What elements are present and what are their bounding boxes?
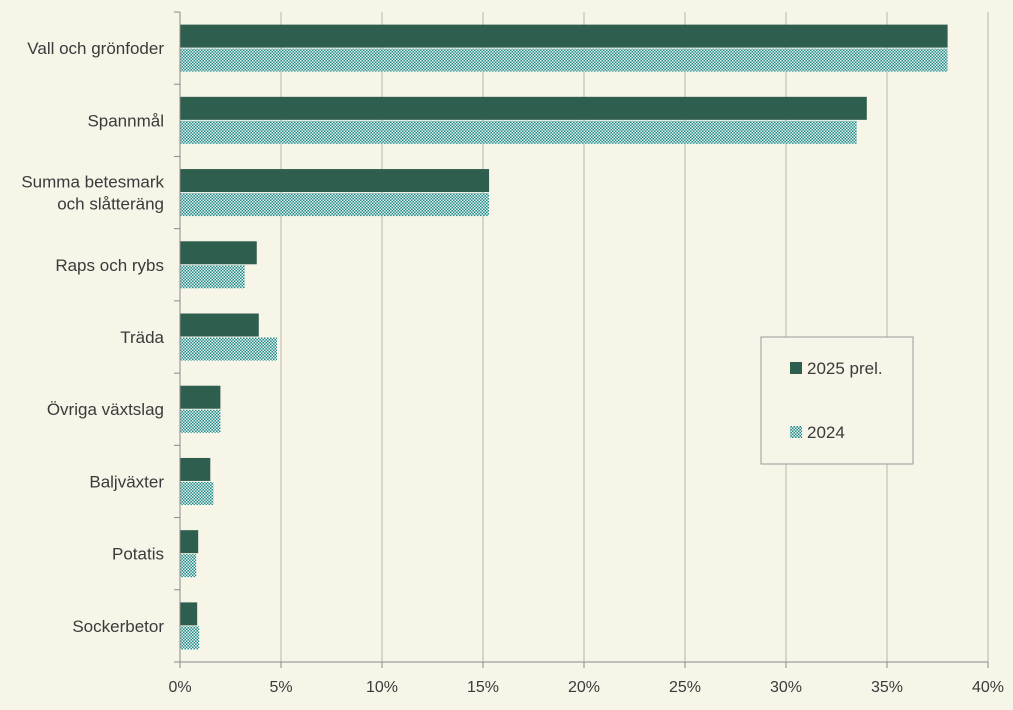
bar-series1: [180, 530, 199, 554]
bar-series2: [180, 481, 214, 505]
bar-series1: [180, 457, 211, 481]
category-label: Spannmål: [87, 111, 164, 130]
x-tick-label: 15%: [467, 679, 499, 696]
x-tick-label: 20%: [568, 679, 600, 696]
bar-series1: [180, 313, 259, 337]
x-tick-label: 0%: [168, 679, 191, 696]
x-tick-label: 30%: [770, 679, 802, 696]
bar-series1: [180, 96, 867, 120]
bar-series2: [180, 193, 490, 217]
category-label: Vall och grönfoder: [27, 39, 164, 58]
legend-label: 2025 prel.: [807, 359, 883, 378]
legend-swatch: [790, 426, 802, 438]
bar-series1: [180, 241, 257, 265]
category-label: Baljväxter: [89, 472, 164, 491]
bar-series2: [180, 337, 277, 361]
bar-series2: [180, 409, 221, 433]
x-tick-label: 5%: [269, 679, 292, 696]
bar-series1: [180, 169, 490, 193]
legend: 2025 prel. 2024: [760, 336, 914, 465]
category-label: Potatis: [112, 545, 164, 564]
bar-series1: [180, 385, 221, 409]
legend-swatch: [790, 362, 802, 374]
legend-box: [760, 336, 914, 465]
x-tick-label: 35%: [871, 679, 903, 696]
bar-series1: [180, 24, 948, 48]
bar-series1: [180, 602, 198, 626]
bar-series2: [180, 265, 245, 289]
category-label: Träda: [120, 328, 164, 347]
category-label: Summa betesmark och slåtteräng: [21, 173, 164, 214]
bar-series2: [180, 626, 200, 650]
bar-series2: [180, 554, 197, 578]
bar-series2: [180, 120, 857, 144]
category-label: Sockerbetor: [72, 617, 164, 636]
x-tick-label: 10%: [366, 679, 398, 696]
bar-series2: [180, 48, 948, 72]
category-label: Övriga växtslag: [47, 400, 164, 419]
category-label: Raps och rybs: [55, 256, 164, 275]
bars: [180, 24, 948, 650]
x-tick-label: 40%: [972, 679, 1004, 696]
axes: 0% 5% 10% 15% 20% 25% 30% 35% 40% Vall och grönfo…: [21, 11, 1004, 696]
x-tick-label: 25%: [669, 679, 701, 696]
legend-label: 2024: [807, 423, 845, 442]
